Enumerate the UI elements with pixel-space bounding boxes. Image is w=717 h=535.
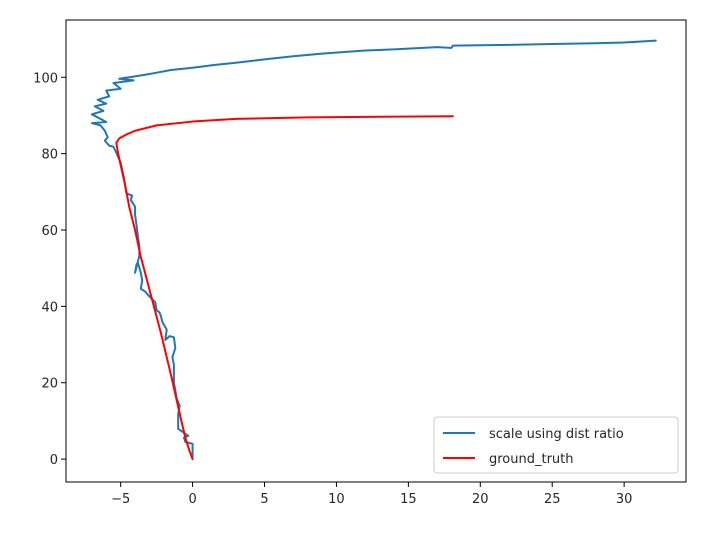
x-axis: −5 0 5 10 15 20 25 30: [111, 482, 632, 507]
x-tick-label: 0: [188, 492, 196, 507]
x-tick-label: 20: [472, 492, 489, 507]
y-tick-label: 20: [41, 377, 58, 392]
x-tick-label: −5: [111, 492, 130, 507]
legend-label-scale-using-dist-ratio: scale using dist ratio: [489, 427, 624, 442]
x-tick-label: 10: [328, 492, 345, 507]
y-tick-label: 40: [41, 300, 58, 315]
y-tick-label: 60: [41, 224, 58, 239]
x-tick-label: 25: [544, 492, 561, 507]
y-tick-label: 0: [50, 453, 58, 468]
plot-frame: [65, 19, 687, 483]
x-tick-label: 15: [400, 492, 417, 507]
series-layer: [90, 39, 657, 461]
legend-label-ground-truth: ground_truth: [489, 452, 574, 467]
legend-box: [433, 416, 679, 474]
x-tick-label: 5: [260, 492, 268, 507]
y-tick-label: 80: [41, 148, 58, 163]
y-tick-label: 100: [33, 71, 58, 86]
x-tick-label: 30: [616, 492, 633, 507]
legend: scale using dist ratio ground_truth: [433, 416, 679, 474]
series-line-ground-truth: [115, 115, 454, 461]
y-axis: 0 20 40 60 80 100: [33, 71, 66, 468]
